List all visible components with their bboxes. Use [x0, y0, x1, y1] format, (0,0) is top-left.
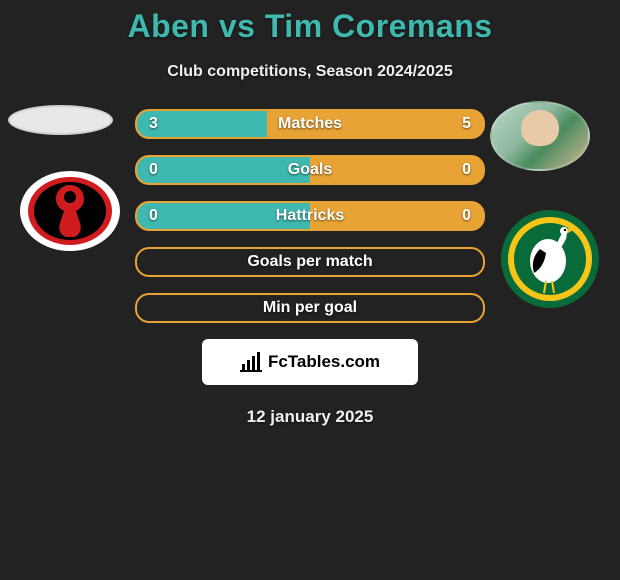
stat-value-right: 5: [462, 115, 471, 133]
club-logo-left: [18, 169, 122, 253]
stat-row: 3 5 Matches: [135, 109, 485, 139]
comparison-area: 3 5 Matches 0 0 Goals 0 0 Hattricks Goals per mat…: [0, 109, 620, 427]
subtitle: Club competitions, Season 2024/2025: [0, 63, 620, 81]
stat-value-right: 0: [462, 161, 471, 179]
stat-value-left: 3: [149, 115, 158, 133]
stat-label: Matches: [278, 115, 342, 133]
stat-value-left: 0: [149, 161, 158, 179]
stat-label: Hattricks: [276, 207, 344, 225]
page-title: Aben vs Tim Coremans: [0, 0, 620, 45]
stat-label: Goals per match: [247, 253, 372, 271]
club-logo-right: [500, 209, 600, 309]
stat-fill-left: [137, 157, 310, 183]
stat-value-right: 0: [462, 207, 471, 225]
bar-chart-icon: [240, 352, 262, 372]
stat-label: Goals: [288, 161, 332, 179]
stat-row: 0 0 Goals: [135, 155, 485, 185]
stat-row: 0 0 Hattricks: [135, 201, 485, 231]
player-right-avatar: [490, 101, 590, 171]
stat-row: Goals per match: [135, 247, 485, 277]
stat-row: Min per goal: [135, 293, 485, 323]
stat-value-left: 0: [149, 207, 158, 225]
attribution-box: FcTables.com: [202, 339, 418, 385]
stat-label: Min per goal: [263, 299, 357, 317]
date-text: 12 january 2025: [0, 407, 620, 427]
attribution-text: FcTables.com: [268, 352, 380, 372]
stat-bars: 3 5 Matches 0 0 Goals 0 0 Hattricks Goals per mat…: [135, 109, 485, 323]
player-left-avatar: [8, 105, 113, 135]
